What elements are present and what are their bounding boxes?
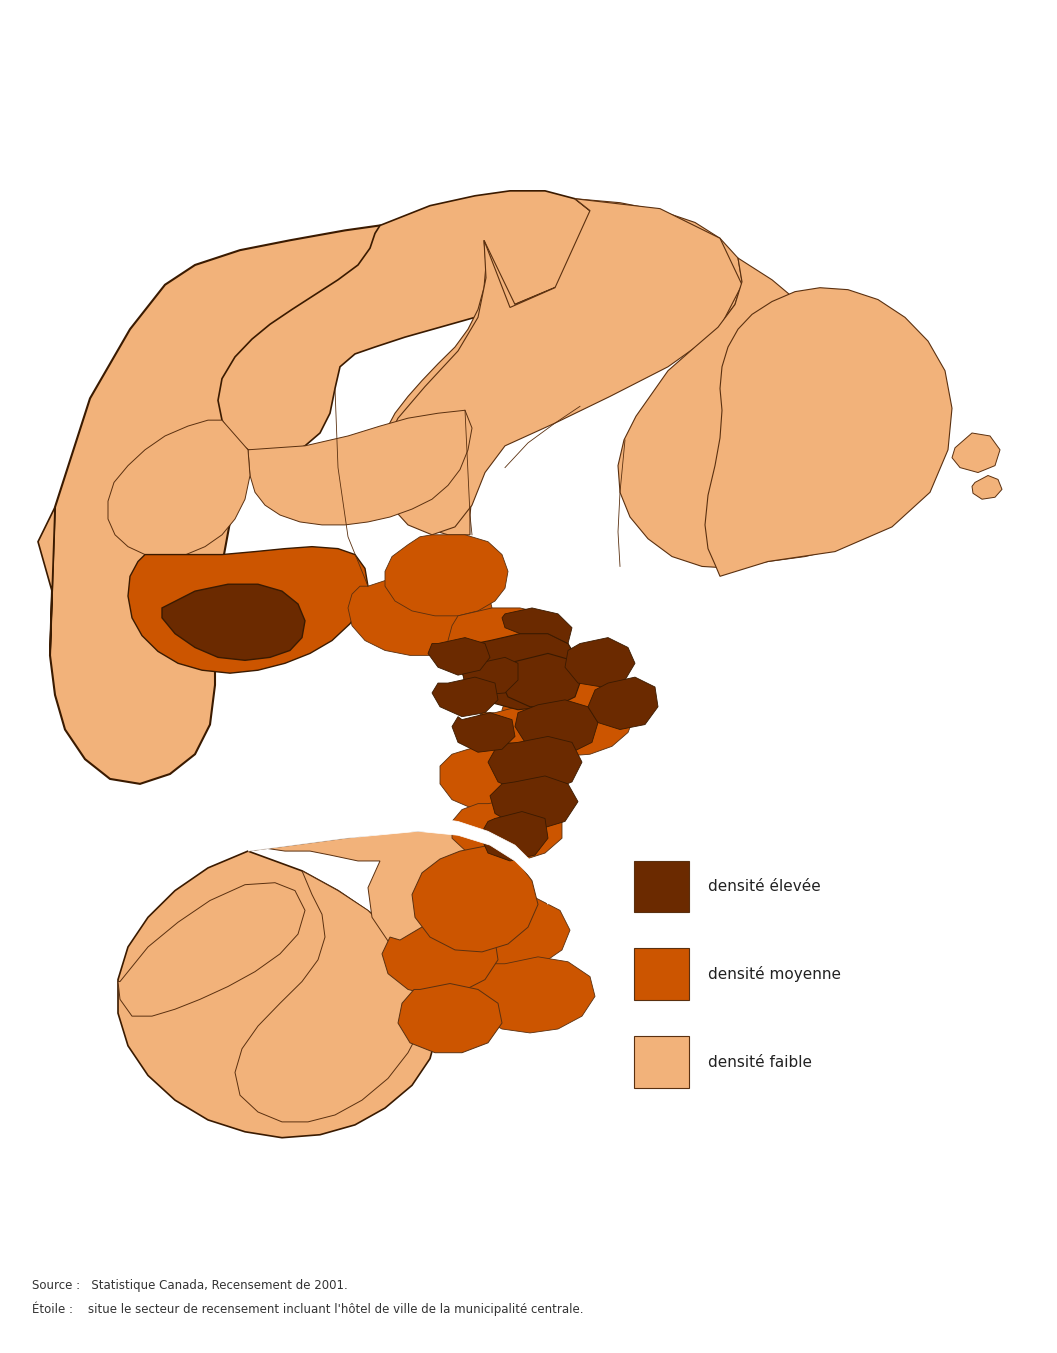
Polygon shape — [452, 713, 515, 752]
Polygon shape — [108, 421, 251, 556]
Polygon shape — [378, 199, 742, 534]
Polygon shape — [128, 547, 368, 674]
Text: densité élevée: densité élevée — [708, 878, 821, 894]
Polygon shape — [50, 226, 390, 783]
Polygon shape — [248, 816, 548, 904]
Polygon shape — [972, 475, 1002, 499]
Text: recensement (SR) de 2001 — RMR de Québec: recensement (SR) de 2001 — RMR de Québec — [227, 58, 601, 74]
Polygon shape — [468, 957, 595, 1032]
Polygon shape — [218, 191, 600, 456]
Polygon shape — [235, 871, 425, 1122]
Polygon shape — [38, 507, 55, 655]
Polygon shape — [432, 676, 498, 717]
Polygon shape — [162, 584, 305, 660]
Polygon shape — [248, 410, 472, 525]
Polygon shape — [428, 637, 490, 675]
Polygon shape — [450, 894, 570, 970]
Polygon shape — [480, 812, 548, 861]
Text: Étoile :    situe le secteur de recensement incluant l'hôtel de ville de la muni: Étoile : situe le secteur de recensement… — [32, 1302, 583, 1316]
Polygon shape — [502, 607, 572, 644]
Text: densité faible: densité faible — [708, 1054, 812, 1070]
Polygon shape — [385, 534, 508, 616]
Polygon shape — [488, 736, 582, 792]
Polygon shape — [515, 700, 598, 752]
Polygon shape — [468, 705, 572, 766]
Polygon shape — [248, 831, 518, 966]
Text: densité moyenne: densité moyenne — [708, 966, 841, 982]
Polygon shape — [952, 433, 1000, 472]
Text: Source :   Statistique Canada, Recensement de 2001.: Source : Statistique Canada, Recensement… — [32, 1279, 348, 1292]
Polygon shape — [462, 633, 578, 710]
Polygon shape — [382, 917, 498, 996]
Polygon shape — [705, 288, 952, 576]
Polygon shape — [500, 653, 582, 706]
Text: Carte 7  Pourcentage de maisons individuelles, jumelées ou mobiles selon les sec: Carte 7 Pourcentage de maisons individue… — [143, 19, 888, 35]
Polygon shape — [502, 674, 635, 756]
Polygon shape — [768, 364, 922, 561]
Polygon shape — [462, 658, 518, 695]
Polygon shape — [118, 851, 438, 1138]
Text: TSC: TSC — [13, 24, 101, 68]
Polygon shape — [490, 777, 578, 828]
Polygon shape — [381, 199, 742, 534]
Polygon shape — [118, 882, 305, 1016]
Polygon shape — [412, 846, 538, 953]
Polygon shape — [398, 984, 502, 1053]
Polygon shape — [588, 676, 659, 729]
Polygon shape — [565, 637, 635, 687]
Polygon shape — [618, 258, 863, 568]
Polygon shape — [440, 743, 558, 812]
Polygon shape — [452, 798, 562, 861]
Polygon shape — [448, 607, 568, 687]
Polygon shape — [348, 571, 492, 655]
